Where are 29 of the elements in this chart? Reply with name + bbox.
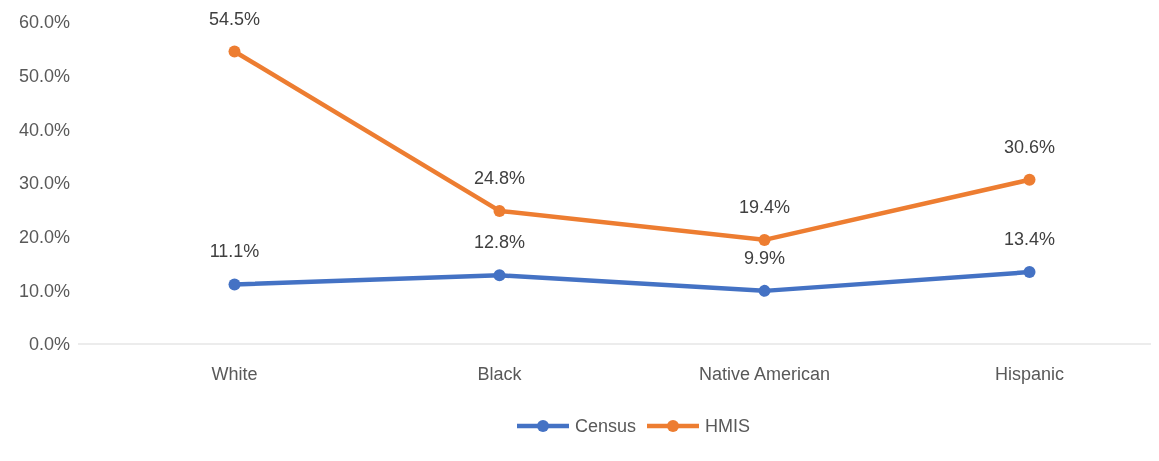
y-tick-label: 60.0%: [18, 12, 70, 33]
data-label: 13.4%: [1003, 229, 1056, 250]
x-tick-label: Hispanic: [994, 364, 1065, 384]
data-label: 12.8%: [473, 232, 526, 253]
data-label: 30.6%: [1003, 136, 1056, 157]
point: [228, 278, 241, 291]
point: [1023, 266, 1036, 279]
data-label: 19.4%: [738, 196, 791, 217]
y-tick-label: 10.0%: [18, 280, 70, 301]
data-label: 24.8%: [473, 167, 526, 188]
legend-label: Census: [575, 416, 637, 437]
point: [758, 284, 771, 297]
x-tick-label: Black: [477, 364, 523, 384]
legend-label: HMIS: [705, 416, 750, 437]
y-tick-label: 50.0%: [18, 65, 70, 86]
data-label: 11.1%: [209, 241, 260, 262]
point: [228, 45, 241, 58]
data-label: 54.5%: [208, 8, 261, 29]
y-tick-label: 0.0%: [28, 334, 70, 355]
data-label: 9.9%: [743, 247, 786, 268]
point: [493, 204, 506, 217]
x-tick-label: White: [211, 364, 258, 384]
y-tick-label: 20.0%: [18, 226, 70, 247]
point: [1023, 173, 1036, 186]
y-tick-label: 40.0%: [18, 119, 70, 140]
y-tick-label: 30.0%: [18, 173, 70, 194]
x-tick-label: Native American: [698, 364, 831, 384]
point: [493, 269, 506, 282]
point: [758, 233, 771, 246]
